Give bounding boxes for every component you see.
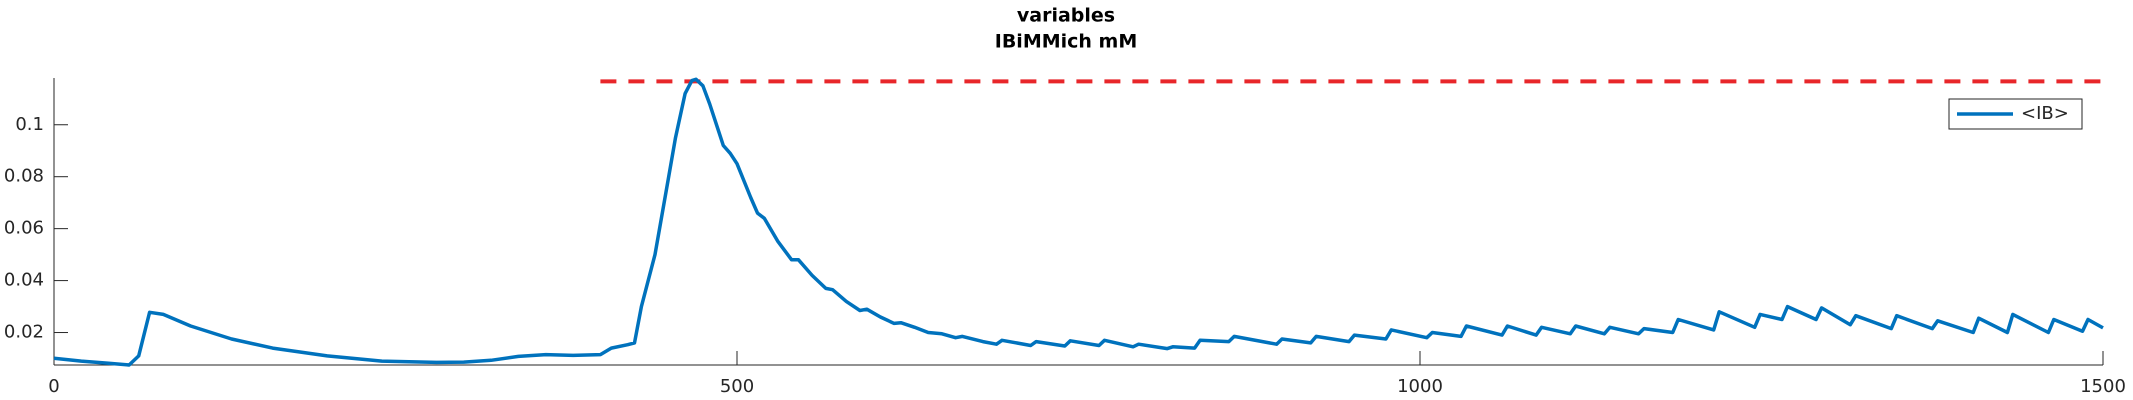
legend-label: <IB> — [2021, 103, 2069, 124]
y-tick-label: 0.04 — [4, 270, 44, 291]
x-tick-label: 500 — [720, 376, 754, 397]
x-tick-label: 0 — [48, 376, 59, 397]
chart-subtitle: IBiMMich mM — [995, 31, 1138, 53]
x-tick-label: 1000 — [1397, 376, 1443, 397]
y-tick-label: 0.02 — [4, 322, 44, 343]
y-tick-label: 0.1 — [15, 114, 44, 135]
x-tick-label: 1500 — [2080, 376, 2126, 397]
y-tick-label: 0.06 — [4, 218, 44, 239]
data-line — [53, 77, 2104, 367]
y-tick-label: 0.08 — [4, 166, 44, 187]
chart-title: variables — [1017, 5, 1115, 27]
